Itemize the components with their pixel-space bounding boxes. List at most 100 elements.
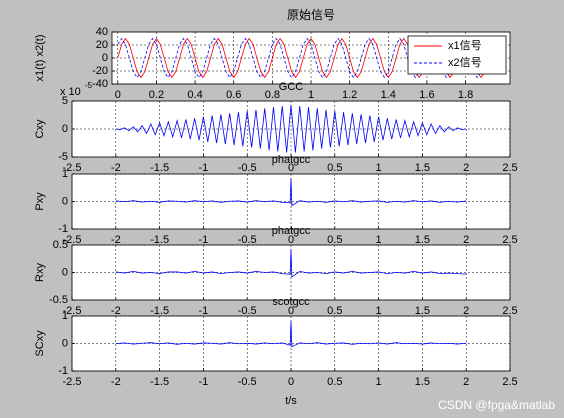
- x-tick-label: -1: [199, 234, 209, 246]
- plot-area: [115, 249, 467, 278]
- x-tick-label: 0: [288, 234, 294, 246]
- x-tick-label: 1: [376, 305, 382, 317]
- x-tick-label: -1: [199, 376, 209, 388]
- y-tick-label: 0: [62, 266, 68, 278]
- x-tick-label: -1.5: [150, 305, 169, 317]
- y-tick-label: -20: [92, 65, 108, 77]
- x-tick-label: -2.5: [63, 234, 82, 246]
- x-tick-label: -0.5: [238, 234, 257, 246]
- x-tick-label: -2: [111, 234, 121, 246]
- y-tick-label: 1: [62, 310, 68, 322]
- axes-frame: [71, 244, 511, 301]
- y-tick-label: -0.5: [49, 294, 68, 306]
- x-tick-label: -2.5: [63, 305, 82, 317]
- x-tick-label: 1.5: [415, 162, 430, 174]
- y-tick-label: 40: [96, 26, 108, 38]
- y-tick-label: 1: [62, 168, 68, 180]
- x-tick-label: 0.5: [327, 376, 342, 388]
- x-tick-label: 1: [376, 234, 382, 246]
- x-tick-label: 0: [115, 89, 121, 101]
- axes-frame: [71, 315, 511, 372]
- y-tick-label: 5: [62, 95, 68, 107]
- plot-area: [115, 320, 467, 348]
- axis-exponent: x 10: [60, 86, 81, 98]
- x-tick-label: 0: [288, 162, 294, 174]
- y-tick-label: 0: [62, 337, 68, 349]
- x-tick-label: -2.5: [63, 162, 82, 174]
- y-tick-label: -1: [58, 365, 68, 377]
- axes-frame: [111, 31, 511, 85]
- watermark: CSDN @fpga&matlab: [438, 398, 555, 412]
- y-tick-label: -40: [92, 78, 108, 90]
- x-tick-label: 1.5: [415, 234, 430, 246]
- legend-label: x2信号: [448, 56, 482, 69]
- y-axis-label: Cxy: [34, 119, 46, 138]
- x-tick-label: 2: [463, 376, 469, 388]
- x-tick-label: -1.5: [150, 162, 169, 174]
- y-axis-label: x1(t) x2(t): [34, 34, 46, 81]
- x-tick-label: -1: [199, 305, 209, 317]
- axes-frame: [71, 100, 511, 158]
- y-axis-label: SCxy: [34, 330, 46, 357]
- y-tick-label: 0: [62, 195, 68, 207]
- x-tick-label: -1.5: [150, 376, 169, 388]
- y-tick-label: -5: [58, 151, 68, 163]
- x-tick-label: 1.8: [458, 89, 473, 101]
- axes-title: phatgcc: [272, 225, 311, 237]
- x-tick-label: -1.5: [150, 234, 169, 246]
- series-line: [115, 320, 467, 348]
- y-tick-label: 0: [62, 123, 68, 135]
- axes-title: 原始信号: [287, 8, 335, 22]
- axes-title: GCC: [279, 81, 304, 93]
- series-line: [115, 249, 467, 278]
- plot-area: [115, 178, 467, 207]
- axes-frame: [71, 173, 511, 230]
- axis-exponent-power: -5: [85, 81, 93, 90]
- x-tick-label: 1.5: [415, 376, 430, 388]
- x-tick-label: 1.5: [415, 305, 430, 317]
- x-tick-label: -1: [199, 162, 209, 174]
- x-tick-label: -0.5: [238, 162, 257, 174]
- axes-title: phatgcc: [272, 154, 311, 166]
- plot-area: [115, 104, 467, 153]
- x-tick-label: 0.4: [187, 89, 202, 101]
- x-tick-label: -2: [111, 305, 121, 317]
- y-axis-label: Pxy: [34, 192, 46, 211]
- x-tick-label: 0.5: [327, 162, 342, 174]
- x-tick-label: 2: [463, 234, 469, 246]
- series-line: [115, 178, 467, 207]
- x-tick-label: 1: [376, 376, 382, 388]
- y-tick-label: 20: [96, 39, 108, 51]
- y-tick-label: -1: [58, 223, 68, 235]
- x-tick-label: 1: [376, 162, 382, 174]
- x-tick-label: 2.5: [502, 234, 517, 246]
- y-tick-label: 0.5: [53, 239, 68, 251]
- x-tick-label: -0.5: [238, 376, 257, 388]
- x-tick-label: 0: [288, 305, 294, 317]
- x-tick-label: -2: [111, 162, 121, 174]
- x-tick-label: -2.5: [63, 376, 82, 388]
- x-tick-label: -0.5: [238, 305, 257, 317]
- x-tick-label: -2: [111, 376, 121, 388]
- x-tick-label: 1.6: [419, 89, 434, 101]
- x-tick-label: 1.4: [381, 89, 396, 101]
- x-tick-label: 1.2: [342, 89, 357, 101]
- x-tick-label: 2.5: [502, 376, 517, 388]
- legend-box: [407, 35, 507, 75]
- x-tick-label: 2: [463, 162, 469, 174]
- x-tick-label: 2.5: [502, 305, 517, 317]
- y-tick-label: 0: [102, 52, 108, 64]
- x-tick-label: 1: [308, 89, 314, 101]
- x-tick-label: 2: [463, 305, 469, 317]
- series-line: [115, 104, 467, 153]
- x-tick-label: 0.5: [327, 305, 342, 317]
- x-tick-label: 2.5: [502, 162, 517, 174]
- x-tick-label: 0.6: [226, 89, 241, 101]
- axes-title: scotgcc: [272, 296, 310, 308]
- legend-label: x1信号: [448, 39, 482, 52]
- x-tick-label: 0: [288, 376, 294, 388]
- x-tick-label: 0.8: [265, 89, 280, 101]
- x-tick-label: 0.5: [327, 234, 342, 246]
